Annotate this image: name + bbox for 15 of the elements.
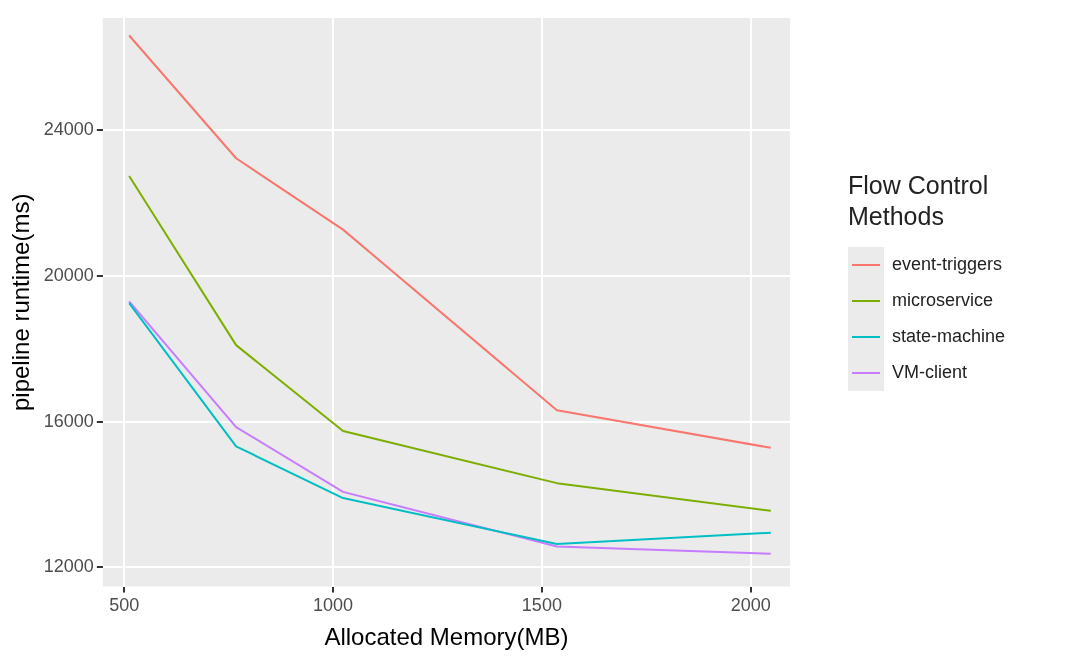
x-tick-label: 500	[109, 595, 140, 616]
x-axis-title: Allocated Memory(MB)	[324, 623, 569, 651]
x-tick-label: 1000	[312, 595, 354, 616]
x-tick-label: 2000	[730, 595, 771, 616]
legend-title: Flow Control Methods	[848, 170, 990, 233]
y-tick-label: 12000	[43, 556, 94, 577]
y-tick-label: 20000	[43, 264, 94, 285]
legend-label: microservice	[892, 290, 994, 311]
y-axis-title: pipeline runtime(ms)	[7, 193, 35, 411]
legend-label: state-machine	[892, 326, 1006, 347]
legend-label: VM-client	[892, 362, 968, 383]
y-tick-label: 16000	[43, 410, 94, 431]
x-tick-label: 1500	[521, 595, 562, 616]
legend-label: event-triggers	[892, 254, 1003, 275]
y-tick-label: 24000	[43, 119, 94, 140]
